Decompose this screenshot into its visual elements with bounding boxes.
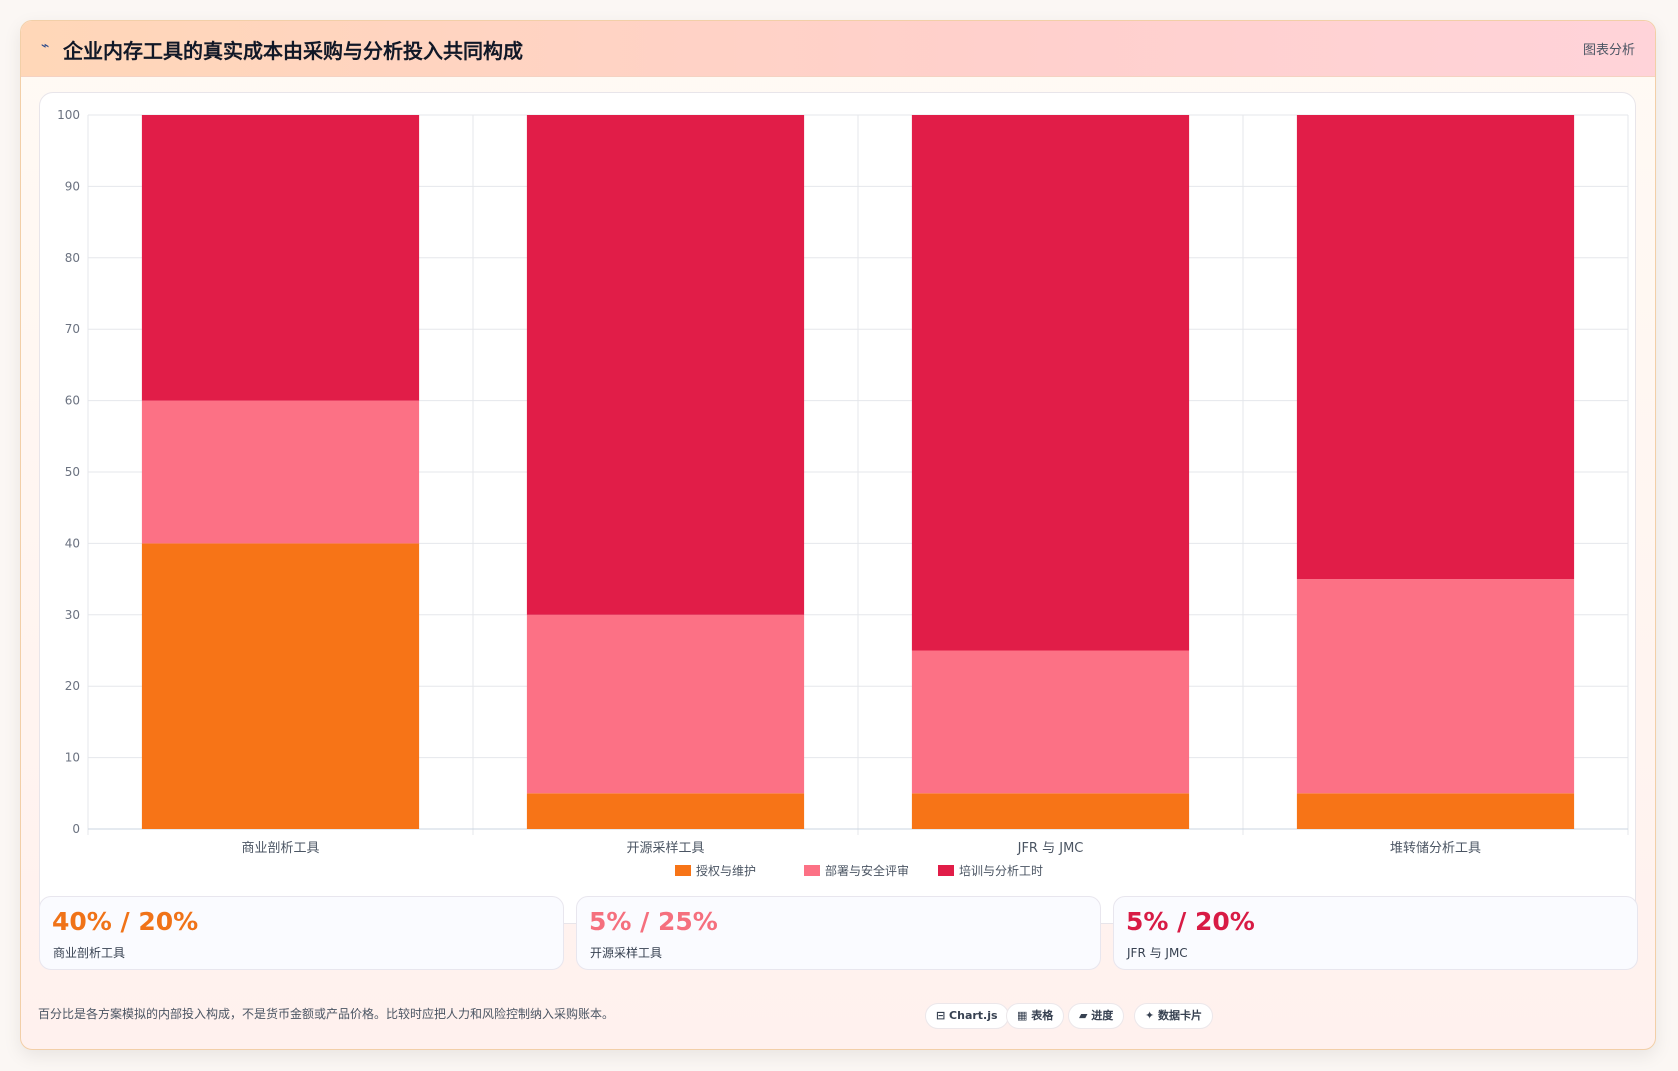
- chart-card: 0 10 20 30 40 50 60 70 80 90 100 商业剖析工具 开源采样工具 JFR 与 …: [39, 92, 1636, 924]
- bar-segment: [141, 400, 420, 544]
- y-tick-label: 0: [72, 822, 80, 836]
- bar-segment: [141, 543, 420, 829]
- bar-segment: [911, 650, 1190, 794]
- y-tick-label: 40: [65, 536, 80, 550]
- y-tick-label: 80: [65, 251, 80, 265]
- y-tick-label: 30: [65, 608, 80, 622]
- legend-swatch: [804, 865, 820, 876]
- stacked-bar-chart: 0 10 20 30 40 50 60 70 80 90 100 商业剖析工具 开源采样工具 JFR 与 …: [57, 108, 1629, 878]
- header-tag[interactable]: 图表分析: [1582, 43, 1635, 58]
- bar-segment: [1296, 579, 1575, 794]
- bar-segment: [1296, 115, 1575, 580]
- bar-segment: [1296, 793, 1575, 829]
- legend-label: 授权与维护: [696, 863, 756, 878]
- y-tick-label: 10: [65, 751, 80, 765]
- bar-segment: [911, 115, 1190, 651]
- x-tick-label: 商业剖析工具: [241, 841, 319, 856]
- footnote: 百分比是各方案模拟的内部投入构成，不是货币金额或产品价格。比较时应把人力和风险控…: [38, 1007, 615, 1021]
- page-title: 企业内存工具的真实成本由采购与分析投入共同构成: [63, 39, 523, 63]
- bar-segment: [526, 115, 805, 615]
- stat-label: 商业剖析工具: [53, 946, 126, 960]
- bar-segment: [526, 793, 805, 829]
- y-tick-label: 70: [65, 322, 80, 336]
- stat-card-3: 5% / 20% JFR 与 JMC: [1113, 896, 1638, 970]
- stat-value: 5% / 25%: [589, 907, 718, 936]
- stat-card-1: 40% / 20% 商业剖析工具: [39, 896, 564, 970]
- legend-label: 部署与安全评审: [825, 863, 909, 878]
- stat-card-2: 5% / 25% 开源采样工具: [576, 896, 1101, 970]
- y-tick-label: 100: [57, 108, 80, 122]
- x-tick-label: 开源采样工具: [626, 841, 704, 856]
- y-tick-label: 60: [65, 394, 80, 408]
- stat-value: 5% / 20%: [1126, 907, 1255, 936]
- y-tick-label: 50: [65, 465, 80, 479]
- x-tick-label: JFR 与 JMC: [1017, 841, 1084, 856]
- x-tick-label: 堆转储分析工具: [1390, 841, 1481, 856]
- legend-swatch: [675, 865, 691, 876]
- panel-header: ⌁ 企业内存工具的真实成本由采购与分析投入共同构成 图表分析: [21, 21, 1655, 77]
- stat-label: JFR 与 JMC: [1127, 946, 1188, 960]
- y-tick-label: 20: [65, 679, 80, 693]
- legend-label: 培训与分析工时: [959, 863, 1043, 878]
- stat-label: 开源采样工具: [590, 946, 663, 960]
- bar-segment: [911, 793, 1190, 829]
- y-tick-label: 90: [65, 179, 80, 193]
- bar-segment: [141, 115, 420, 401]
- chip-data-card[interactable]: ✦ 数据卡片: [1134, 1003, 1214, 1029]
- chip-table[interactable]: ▦ 表格: [1006, 1003, 1065, 1029]
- chip-chartjs[interactable]: ⊟ Chart.js: [925, 1003, 1009, 1029]
- chart-icon: ⌁: [41, 38, 50, 54]
- chip-progress[interactable]: ▰ 进度: [1068, 1003, 1125, 1029]
- legend-swatch: [938, 865, 954, 876]
- bar-segment: [526, 614, 805, 794]
- stat-value: 40% / 20%: [52, 907, 199, 936]
